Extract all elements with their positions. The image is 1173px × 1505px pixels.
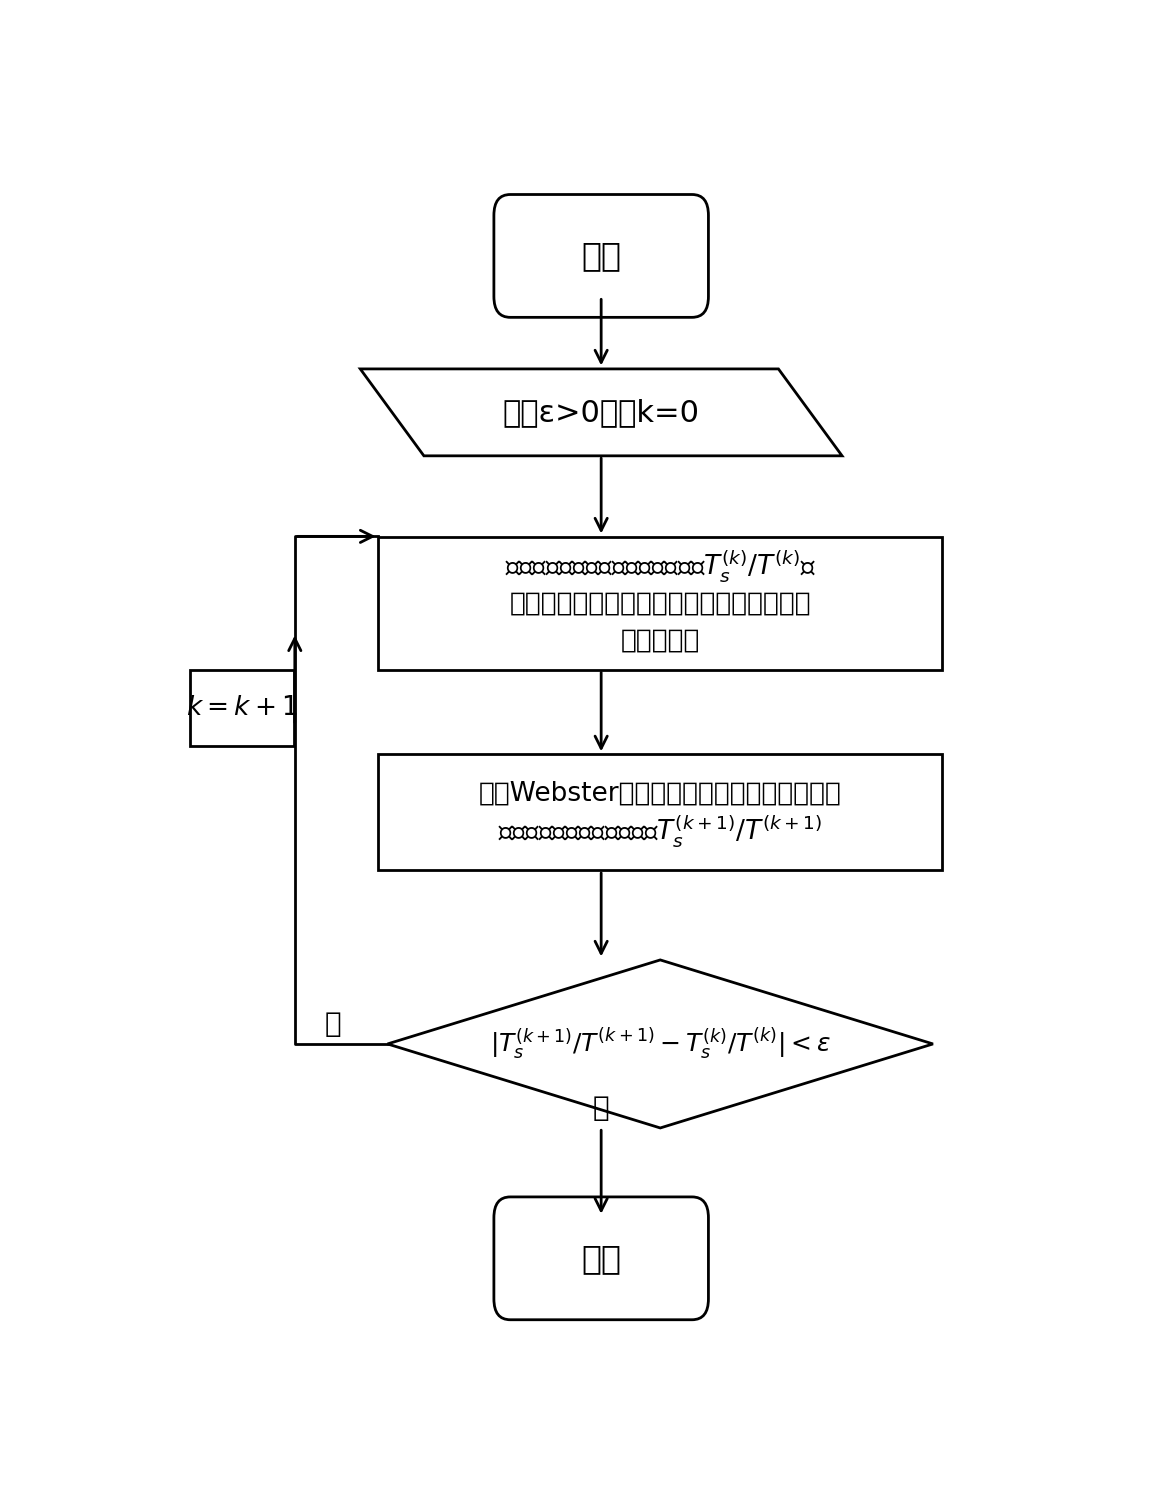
Text: 行信号优化，并获取路网的$T_s^{(k+1)}/T^{(k+1)}$: 行信号优化，并获取路网的$T_s^{(k+1)}/T^{(k+1)}$: [499, 813, 822, 849]
Text: 结束: 结束: [581, 1242, 622, 1275]
Text: 是: 是: [592, 1094, 610, 1121]
Text: 否: 否: [325, 1010, 341, 1038]
Text: $|T_s^{(k+1)}/T^{(k+1)}-T_s^{(k)}/T^{(k)}|<\varepsilon$: $|T_s^{(k+1)}/T^{(k+1)}-T_s^{(k)}/T^{(k)…: [490, 1026, 830, 1061]
FancyBboxPatch shape: [494, 1196, 708, 1320]
Text: $k=k+1$: $k=k+1$: [187, 695, 298, 721]
Text: 并对各个交叉口的延误进行排序，找出最拥: 并对各个交叉口的延误进行排序，找出最拥: [509, 590, 811, 617]
Polygon shape: [360, 369, 842, 456]
Text: 根据路网条件，获取统计时段内的$T_s^{(k)}/T^{(k)}$，: 根据路网条件，获取统计时段内的$T_s^{(k)}/T^{(k)}$，: [504, 548, 815, 584]
Text: 运用Webster配时法对阔塞最严重的交叉口进: 运用Webster配时法对阔塞最严重的交叉口进: [479, 781, 842, 807]
Bar: [190, 670, 294, 745]
FancyBboxPatch shape: [494, 194, 708, 318]
Bar: [379, 754, 942, 870]
Polygon shape: [387, 960, 933, 1127]
Text: 开始: 开始: [581, 239, 622, 272]
Bar: [379, 537, 942, 670]
Text: 堵的交叉口: 堵的交叉口: [621, 628, 700, 653]
Text: 输入ε>0，置k=0: 输入ε>0，置k=0: [503, 397, 699, 427]
